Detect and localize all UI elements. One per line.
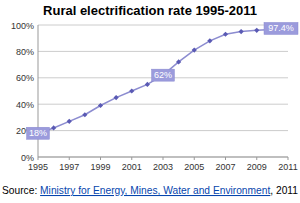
y-tick-label: 80% (16, 47, 34, 57)
y-tick-label: 60% (16, 73, 34, 83)
grid-line (38, 25, 288, 26)
data-label: 18% (29, 128, 47, 138)
source-prefix: Source: (2, 184, 40, 196)
marker (114, 95, 119, 100)
plot-area (35, 26, 290, 136)
data-label: 62% (154, 70, 172, 80)
marker (192, 47, 197, 52)
source: Source: Ministry for Energy, Mines, Wate… (2, 184, 298, 196)
marker (51, 125, 56, 130)
y-tick-label: 0% (21, 153, 34, 163)
marker (82, 112, 87, 117)
y-tick-label: 100% (11, 21, 34, 31)
grid-line (38, 104, 288, 105)
x-tick-label: 2007 (215, 162, 235, 172)
marker (145, 82, 150, 87)
marker (176, 59, 181, 64)
x-tick-label: 2005 (184, 162, 204, 172)
grid-line (38, 51, 288, 52)
marker (207, 38, 212, 43)
marker (239, 29, 244, 34)
data-label: 97.4% (268, 23, 294, 33)
x-tick-label: 2003 (153, 162, 173, 172)
x-tick-label: 2011 (278, 162, 297, 172)
data-label-box (152, 69, 175, 81)
series-line (38, 28, 288, 133)
source-link[interactable]: Ministry for Energy, Mines, Water and En… (40, 184, 270, 196)
x-tick-label: 2009 (247, 162, 267, 172)
chart: Rural electrification rate 1995-2011 0% 20… (0, 0, 300, 203)
y-tick-label: 40% (16, 100, 34, 110)
marker (129, 88, 134, 93)
grid-line (38, 130, 288, 131)
data-label-box (27, 127, 50, 139)
marker (254, 28, 259, 33)
source-suffix: , 2011 (270, 184, 298, 196)
x-tick-label: 1999 (90, 162, 110, 172)
title: Rural electrification rate 1995-2011 (43, 3, 257, 18)
marker (223, 32, 228, 37)
x-tick-label: 1997 (59, 162, 79, 172)
grid-line (38, 157, 288, 158)
data-label-box (264, 22, 298, 34)
x-axis (38, 157, 288, 158)
x-tick-label: 1995 (28, 162, 48, 172)
marker (98, 103, 103, 108)
marker (67, 119, 72, 124)
x-tick-label: 2001 (122, 162, 142, 172)
